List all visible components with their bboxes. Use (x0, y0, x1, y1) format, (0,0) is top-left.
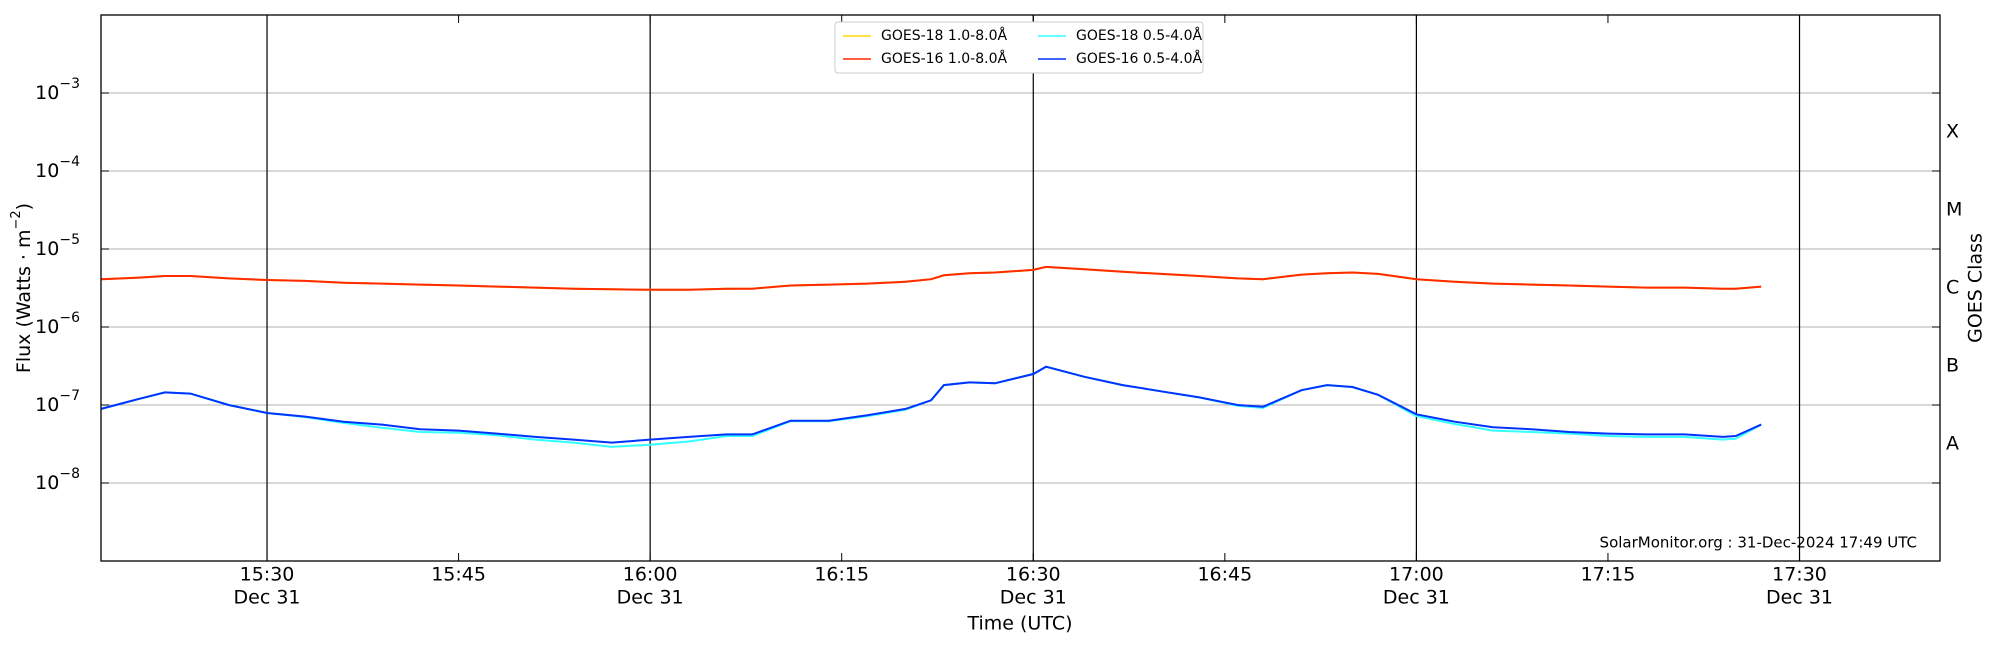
y-tick-label: 10−7 (35, 388, 80, 416)
series-line (100, 365, 1762, 444)
y2-tick-label: M (1946, 199, 1962, 221)
x-tick-label: 16:30 (1006, 564, 1061, 586)
y-axis-label-exponent: −2 (9, 210, 24, 229)
x-tick-label: 15:30 (240, 564, 295, 586)
y-tick-exponent: −5 (59, 232, 80, 248)
x-tick-label: Dec 31 (234, 587, 301, 609)
y-tick-label: 10−3 (35, 76, 80, 104)
y-tick-label: 10−5 (35, 232, 80, 260)
legend-label: GOES-16 1.0-8.0Å (881, 50, 1007, 67)
y-tick-exponent: −3 (59, 76, 80, 92)
y-tick-exponent: −4 (59, 154, 80, 170)
y-tick-label: 10−6 (35, 310, 80, 338)
y2-tick-label: C (1946, 277, 1959, 299)
x-tick-label: 17:00 (1389, 564, 1444, 586)
x-tick-label: 16:45 (1197, 564, 1252, 586)
y2-tick-label: X (1946, 121, 1959, 143)
y2-tick-label: A (1946, 433, 1959, 455)
series-line (100, 365, 1762, 448)
y-tick-base: 10 (35, 316, 59, 338)
y2-axis-label: GOES Class (1965, 233, 1987, 343)
x-axis-label: Time (UTC) (966, 613, 1072, 635)
footer: SolarMonitor.org : 31-Dec-2024 17:49 UTC (1600, 534, 1917, 552)
y-tick-base: 10 (35, 472, 59, 494)
legend-label: GOES-18 1.0-8.0Å (881, 27, 1007, 44)
x-tick-label: Dec 31 (617, 587, 684, 609)
x-tick-label: 16:15 (814, 564, 869, 586)
y-axis-label-end: ) (13, 203, 35, 210)
series-line (100, 265, 1762, 291)
x-tick-label: 15:45 (431, 564, 486, 586)
plot-frame (100, 14, 1941, 562)
x-tick-label: 17:30 (1772, 564, 1827, 586)
x-tick-label: 17:15 (1581, 564, 1636, 586)
x-tick-label: Dec 31 (1000, 587, 1067, 609)
x-tick-label: Dec 31 (1383, 587, 1450, 609)
y-tick-base: 10 (35, 394, 59, 416)
x-tick-label: Dec 31 (1766, 587, 1833, 609)
y-tick-label: 10−8 (35, 466, 80, 494)
y-tick-exponent: −8 (59, 466, 80, 482)
y-tick-exponent: −6 (59, 310, 80, 326)
legend-box (834, 21, 1204, 74)
x-tick-label: 16:00 (623, 564, 678, 586)
y-tick-base: 10 (35, 160, 59, 182)
legend-label: GOES-16 0.5-4.0Å (1076, 50, 1202, 67)
y-axis-label: Flux (Watts · m−2) (9, 203, 35, 373)
y-tick-base: 10 (35, 82, 59, 104)
y-axis-label-text: Flux (Watts · m (13, 230, 35, 374)
legend-label: GOES-18 0.5-4.0Å (1076, 27, 1202, 44)
y2-tick-label: B (1946, 355, 1959, 377)
y-tick-label: 10−4 (35, 154, 80, 182)
y-tick-base: 10 (35, 238, 59, 260)
y-tick-exponent: −7 (59, 388, 80, 404)
